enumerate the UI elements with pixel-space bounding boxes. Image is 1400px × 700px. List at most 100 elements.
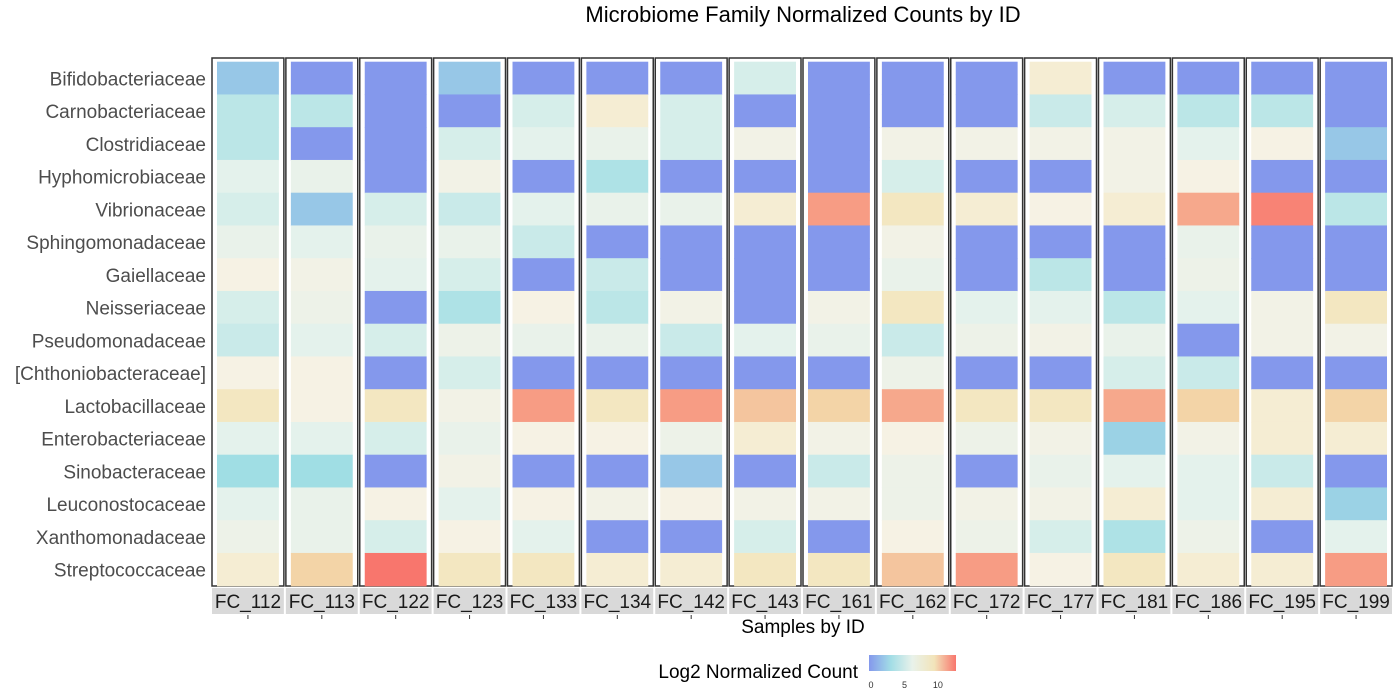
heatmap-cell — [660, 61, 723, 96]
heatmap-cell — [734, 323, 796, 358]
heatmap-cell — [955, 225, 1018, 259]
heatmap-cell — [1103, 356, 1166, 390]
heatmap-cell — [512, 192, 575, 227]
sample-label: FC_195 — [1248, 592, 1316, 613]
heatmap-cell — [1251, 487, 1314, 521]
heatmap-cell — [1177, 552, 1240, 587]
family-label: Enterobacteriaceae — [41, 430, 206, 451]
heatmap-cell — [734, 520, 796, 554]
heatmap-cell — [586, 356, 649, 390]
heatmap-cell — [512, 127, 575, 161]
family-label: Carnobacteriaceae — [45, 102, 206, 123]
heatmap-cell — [438, 94, 501, 128]
heatmap-cell — [1325, 323, 1387, 358]
heatmap-cell — [1251, 454, 1314, 489]
heatmap-cell — [660, 225, 723, 259]
heatmap-cell — [364, 356, 427, 390]
heatmap-cell — [1103, 454, 1166, 489]
heatmap-cell — [1177, 94, 1240, 128]
family-label: Hyphomicrobiaceae — [38, 168, 206, 189]
heatmap-cell — [438, 290, 501, 325]
heatmap-cell — [438, 389, 501, 423]
sample-label: FC_186 — [1175, 592, 1243, 613]
heatmap-cell — [364, 520, 427, 554]
heatmap-cell — [217, 389, 279, 423]
heatmap-cell — [1029, 487, 1092, 521]
heatmap-cell — [1103, 552, 1166, 587]
heatmap-cell — [586, 421, 649, 456]
heatmap-cell — [1103, 520, 1166, 554]
heatmap-cell — [660, 552, 723, 587]
heatmap-cell — [1325, 61, 1387, 96]
heatmap-cell — [881, 159, 944, 194]
family-label: Sinobacteraceae — [63, 462, 206, 483]
heatmap-cell — [1251, 225, 1314, 259]
sample-strip — [655, 588, 728, 614]
heatmap-cell — [290, 389, 353, 423]
heatmap-cell — [512, 290, 575, 325]
heatmap-cell — [364, 487, 427, 521]
family-label: Leuconostocaceae — [46, 495, 206, 516]
heatmap-cell — [217, 61, 279, 96]
heatmap-cell — [955, 454, 1018, 489]
sample-strip — [1024, 588, 1097, 614]
heatmap-cell — [1177, 127, 1240, 161]
heatmap-cell — [955, 421, 1018, 456]
heatmap-cell — [660, 323, 723, 358]
heatmap-cell — [290, 159, 353, 194]
heatmap-cell — [1177, 258, 1240, 292]
heatmap-cell — [364, 159, 427, 194]
heatmap-cell — [217, 323, 279, 358]
heatmap-cell — [808, 159, 870, 194]
heatmap-cell — [881, 552, 944, 587]
heatmap-cell — [364, 192, 427, 227]
family-label: Neisseriaceae — [86, 299, 206, 320]
heatmap-cell — [734, 421, 796, 456]
heatmap-cell — [881, 61, 944, 96]
heatmap-cell — [734, 127, 796, 161]
heatmap-cell — [808, 61, 870, 96]
sample-label: FC_122 — [362, 592, 430, 613]
heatmap-cell — [512, 258, 575, 292]
legend-title: Log2 Normalized Count — [658, 662, 858, 683]
heatmap-cell — [1103, 192, 1166, 227]
heatmap-cell — [364, 258, 427, 292]
sample-strip — [212, 588, 284, 614]
heatmap-cell — [1325, 552, 1387, 587]
heatmap-cell — [438, 552, 501, 587]
heatmap-cell — [512, 454, 575, 489]
sample-strip — [581, 588, 654, 614]
heatmap-cell — [586, 454, 649, 489]
heatmap-cell — [1177, 421, 1240, 456]
x-axis-title: Samples by ID — [741, 617, 865, 638]
heatmap-cell — [955, 290, 1018, 325]
heatmap-cell — [364, 454, 427, 489]
heatmap-cell — [881, 356, 944, 390]
heatmap-cell — [1103, 127, 1166, 161]
heatmap-cell — [660, 356, 723, 390]
heatmap-cell — [290, 61, 353, 96]
legend-tick-label: 5 — [902, 680, 907, 690]
heatmap-cell — [881, 520, 944, 554]
heatmap-cell — [660, 290, 723, 325]
family-label: Bifidobacteriaceae — [50, 69, 206, 90]
sample-strip — [433, 588, 506, 614]
heatmap-cell — [955, 389, 1018, 423]
sample-label: FC_181 — [1101, 592, 1169, 613]
heatmap-cell — [217, 258, 279, 292]
heatmap-cell — [290, 552, 353, 587]
heatmap-cell — [217, 454, 279, 489]
heatmap-cell — [586, 159, 649, 194]
heatmap-cell — [808, 323, 870, 358]
heatmap-cell — [1103, 290, 1166, 325]
heatmap-cell — [881, 225, 944, 259]
heatmap-cell — [1325, 454, 1387, 489]
heatmap-cell — [1325, 258, 1387, 292]
heatmap-cell — [808, 127, 870, 161]
heatmap-cell — [955, 159, 1018, 194]
heatmap-cell — [1177, 225, 1240, 259]
heatmap-cell — [364, 94, 427, 128]
heatmap-cell — [734, 159, 796, 194]
heatmap-cell — [1325, 389, 1387, 423]
